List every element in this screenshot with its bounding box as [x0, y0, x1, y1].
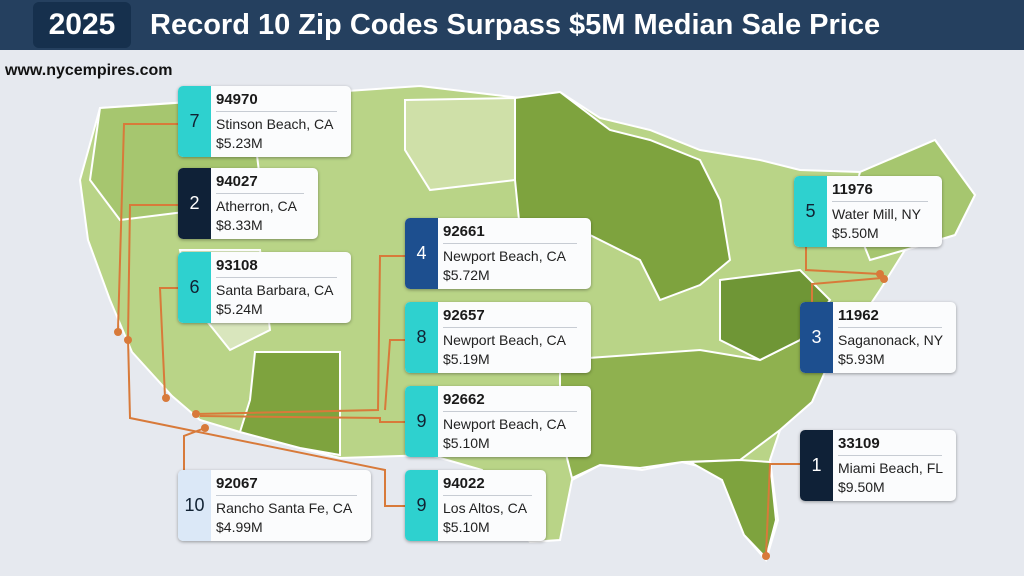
- zip-code: 33109: [838, 435, 880, 452]
- zip-code: 11976: [832, 181, 873, 198]
- card-divider: [838, 455, 942, 456]
- card-divider: [838, 327, 942, 328]
- leader-line-94022: [127, 337, 405, 507]
- dot-newport-beach: [192, 410, 200, 418]
- card-divider: [443, 327, 577, 328]
- leader-line-93108: [158, 287, 178, 398]
- city-name: Water Mill, NY: [832, 206, 921, 222]
- leader-line-94970: [117, 123, 178, 331]
- year-badge: 2025: [33, 2, 131, 48]
- card-divider: [832, 201, 928, 202]
- zip-code: 11962: [838, 307, 879, 324]
- zip-card-94022[interactable]: 9 94022 Los Altos, CA $5.10M: [405, 470, 546, 541]
- dot-rancho-santa-fe: [201, 424, 209, 432]
- rank-badge: 9: [405, 386, 438, 457]
- median-price: $5.23M: [216, 135, 263, 151]
- median-price: $5.50M: [832, 225, 879, 241]
- dot-santa-barbara: [162, 394, 170, 402]
- site-watermark: www.nycempires.com: [5, 62, 173, 79]
- card-divider: [216, 193, 304, 194]
- median-price: $5.10M: [443, 435, 490, 451]
- title-banner: [0, 0, 1024, 50]
- median-price: $5.19M: [443, 351, 490, 367]
- median-price: $9.50M: [838, 479, 885, 495]
- zip-card-92662[interactable]: 9 92662 Newport Beach, CA $5.10M: [405, 386, 591, 457]
- zip-card-92067[interactable]: 10 92067 Rancho Santa Fe, CA $4.99M: [178, 470, 371, 541]
- rank-badge: 4: [405, 218, 438, 289]
- dot-atherton: [124, 336, 132, 344]
- median-price: $5.72M: [443, 267, 490, 283]
- dot-saganonack: [880, 275, 888, 283]
- rank-badge: 2: [178, 168, 211, 239]
- region-south: [559, 338, 832, 480]
- leader-line-33109: [765, 463, 800, 556]
- region-plains: [404, 96, 516, 192]
- zip-card-11962[interactable]: 3 11962 Saganonack, NY $5.93M: [800, 302, 956, 373]
- leader-line-94027: [127, 204, 178, 339]
- city-name: Rancho Santa Fe, CA: [216, 500, 353, 516]
- city-name: Los Altos, CA: [443, 500, 528, 516]
- rank-badge: 9: [405, 470, 438, 541]
- card-divider: [443, 495, 532, 496]
- rank-badge: 6: [178, 252, 211, 323]
- rank-badge: 1: [800, 430, 833, 501]
- leader-line-92657: [384, 339, 405, 411]
- card-divider: [216, 111, 337, 112]
- median-price: $5.10M: [443, 519, 490, 535]
- zip-code: 92662: [443, 391, 485, 408]
- city-name: Atherron, CA: [216, 198, 297, 214]
- city-name: Stinson Beach, CA: [216, 116, 334, 132]
- dot-stinson-beach: [114, 328, 122, 336]
- rank-badge: 8: [405, 302, 438, 373]
- leader-line-92662: [199, 415, 405, 423]
- card-divider: [443, 243, 577, 244]
- card-divider: [216, 495, 357, 496]
- city-name: Santa Barbara, CA: [216, 282, 334, 298]
- zip-code: 92661: [443, 223, 485, 240]
- zip-card-93108[interactable]: 6 93108 Santa Barbara, CA $5.24M: [178, 252, 351, 323]
- zip-code: 93108: [216, 257, 258, 274]
- region-southwest: [238, 351, 341, 457]
- zip-card-33109[interactable]: 1 33109 Miami Beach, FL $9.50M: [800, 430, 956, 501]
- region-florida: [686, 458, 778, 560]
- zip-card-92657[interactable]: 8 92657 Newport Beach, CA $5.19M: [405, 302, 591, 373]
- zip-code: 92067: [216, 475, 258, 492]
- city-name: Saganonack, NY: [838, 332, 944, 348]
- median-price: $4.99M: [216, 519, 263, 535]
- zip-card-92661[interactable]: 4 92661 Newport Beach, CA $5.72M: [405, 218, 591, 289]
- leader-line-92661: [194, 255, 405, 415]
- zip-card-11976[interactable]: 5 11976 Water Mill, NY $5.50M: [794, 176, 942, 247]
- dot-miami-beach: [762, 552, 770, 560]
- location-dots: [114, 270, 888, 560]
- rank-badge: 10: [178, 470, 211, 541]
- zip-card-94970[interactable]: 7 94970 Stinson Beach, CA $5.23M: [178, 86, 351, 157]
- median-price: $5.93M: [838, 351, 885, 367]
- city-name: Newport Beach, CA: [443, 248, 566, 264]
- rank-badge: 5: [794, 176, 827, 247]
- city-name: Newport Beach, CA: [443, 332, 566, 348]
- city-name: Newport Beach, CA: [443, 416, 566, 432]
- zip-code: 94027: [216, 173, 258, 190]
- card-divider: [216, 277, 337, 278]
- median-price: $5.24M: [216, 301, 263, 317]
- zip-card-94027[interactable]: 2 94027 Atherron, CA $8.33M: [178, 168, 318, 239]
- page-title: Record 10 Zip Codes Surpass $5M Median S…: [150, 9, 881, 41]
- zip-code: 92657: [443, 307, 485, 324]
- median-price: $8.33M: [216, 217, 263, 233]
- zip-code: 94970: [216, 91, 258, 108]
- rank-badge: 3: [800, 302, 833, 373]
- zip-code: 94022: [443, 475, 485, 492]
- card-divider: [443, 411, 577, 412]
- city-name: Miami Beach, FL: [838, 460, 944, 476]
- rank-badge: 7: [178, 86, 211, 157]
